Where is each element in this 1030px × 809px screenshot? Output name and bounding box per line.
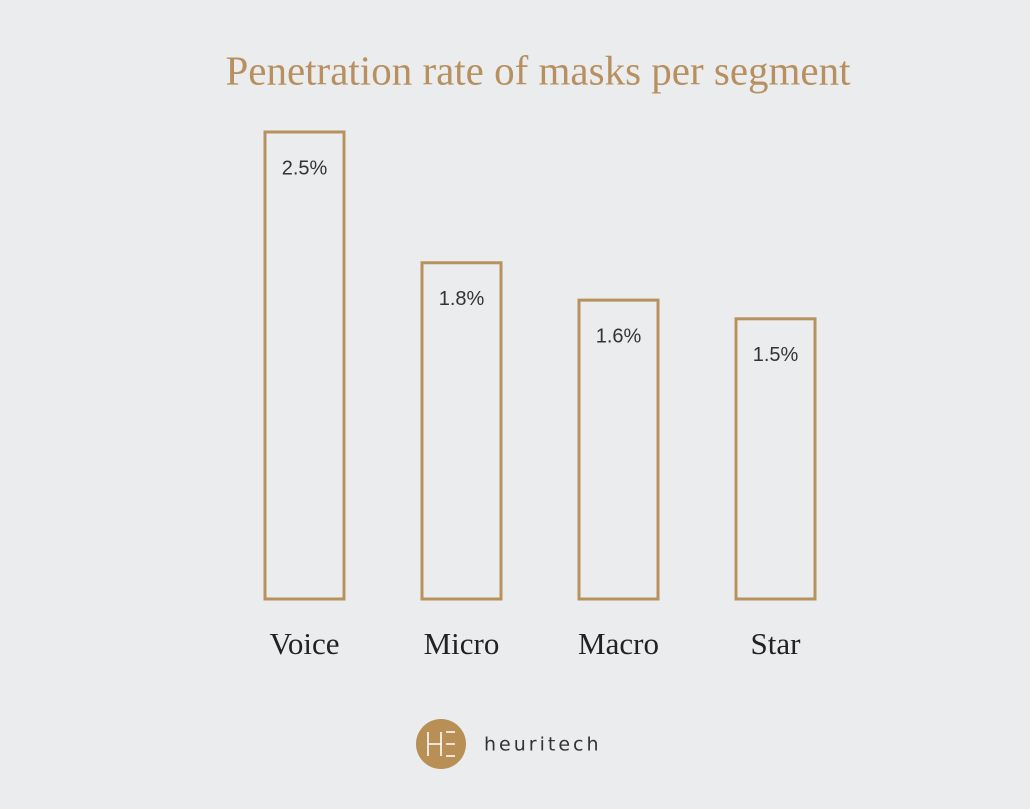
x-tick-label: Voice [269, 626, 339, 661]
chart-title: Penetration rate of masks per segment [225, 47, 851, 93]
brand-name: heuritech [484, 734, 602, 756]
x-tick-label: Micro [424, 626, 500, 661]
value-label: 1.5% [753, 344, 799, 366]
bar [577, 298, 660, 601]
bar [420, 261, 503, 601]
value-label: 1.6% [596, 325, 642, 347]
value-label: 2.5% [282, 157, 328, 179]
logo-mark [427, 731, 455, 757]
bar [263, 130, 346, 601]
value-label: 1.8% [439, 288, 485, 310]
bar [734, 317, 817, 601]
x-tick-label: Macro [578, 626, 659, 661]
logo [416, 719, 466, 769]
x-tick-label: Star [751, 626, 802, 661]
